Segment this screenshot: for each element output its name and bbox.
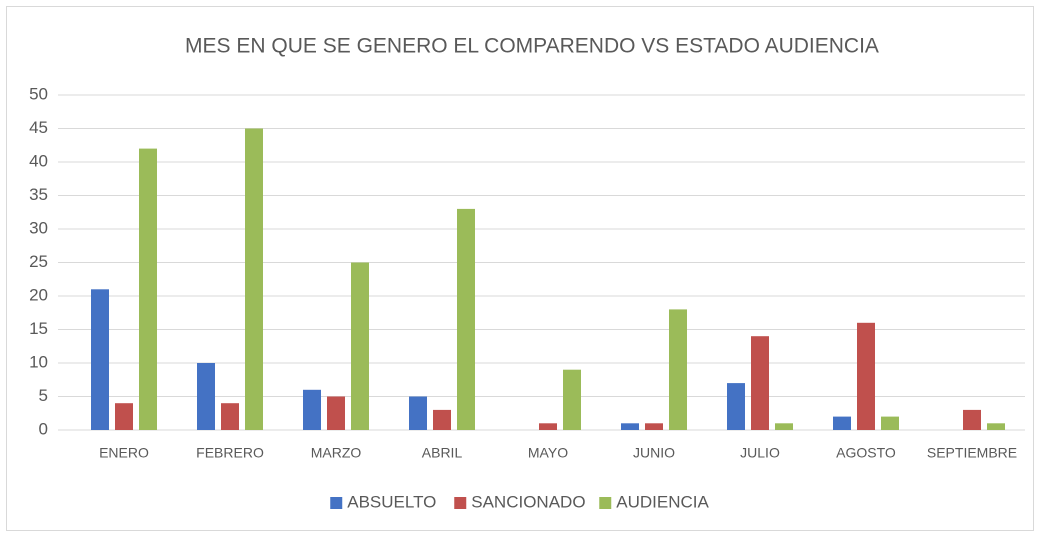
bar	[775, 423, 793, 430]
bar	[139, 148, 157, 430]
y-tick-label: 25	[29, 252, 48, 271]
x-tick-label: MAYO	[528, 445, 568, 461]
y-tick-label: 40	[29, 151, 48, 170]
legend-swatch	[599, 497, 612, 509]
bar	[987, 423, 1005, 430]
bar	[457, 208, 475, 430]
bar	[245, 128, 263, 430]
legend-label: AUDIENCIA	[616, 492, 709, 511]
y-tick-label: 45	[29, 118, 48, 137]
legend-label: SANCIONADO	[471, 492, 585, 511]
legend-swatch	[330, 497, 343, 509]
bar	[751, 336, 769, 430]
bar	[327, 396, 345, 430]
bar	[881, 416, 899, 430]
bar	[621, 423, 639, 430]
x-tick-label: JULIO	[740, 445, 780, 461]
y-tick-label: 15	[29, 319, 48, 338]
x-tick-label: JUNIO	[633, 445, 675, 461]
legend-swatch	[454, 497, 467, 509]
y-tick-label: 0	[39, 419, 48, 438]
bar	[857, 322, 875, 430]
bar	[197, 363, 215, 430]
x-tick-label: AGOSTO	[836, 445, 896, 461]
bar	[433, 409, 451, 430]
y-tick-label: 35	[29, 185, 48, 204]
y-tick-label: 30	[29, 218, 48, 237]
bar	[727, 383, 745, 430]
bar	[351, 262, 369, 430]
chart-title: MES EN QUE SE GENERO EL COMPARENDO VS ES…	[185, 35, 879, 58]
x-tick-label: MARZO	[311, 445, 362, 461]
bar	[563, 369, 581, 430]
y-tick-label: 10	[29, 352, 48, 371]
bar	[303, 389, 321, 430]
x-tick-label: FEBRERO	[196, 445, 264, 461]
x-tick-label: ABRIL	[422, 445, 463, 461]
x-tick-label: ENERO	[99, 445, 149, 461]
bar	[91, 289, 109, 430]
bar	[221, 403, 239, 430]
bar	[115, 403, 133, 430]
bar	[669, 309, 687, 430]
legend-label: ABSUELTO	[347, 492, 436, 511]
bar	[409, 396, 427, 430]
x-tick-label: SEPTIEMBRE	[927, 445, 1017, 461]
bar	[963, 409, 981, 430]
y-tick-label: 20	[29, 285, 48, 304]
y-tick-label: 5	[39, 386, 48, 405]
bar	[833, 416, 851, 430]
y-tick-label: 50	[29, 84, 48, 103]
bar	[645, 423, 663, 430]
chart-frame	[6, 6, 1034, 531]
bar	[539, 423, 557, 430]
